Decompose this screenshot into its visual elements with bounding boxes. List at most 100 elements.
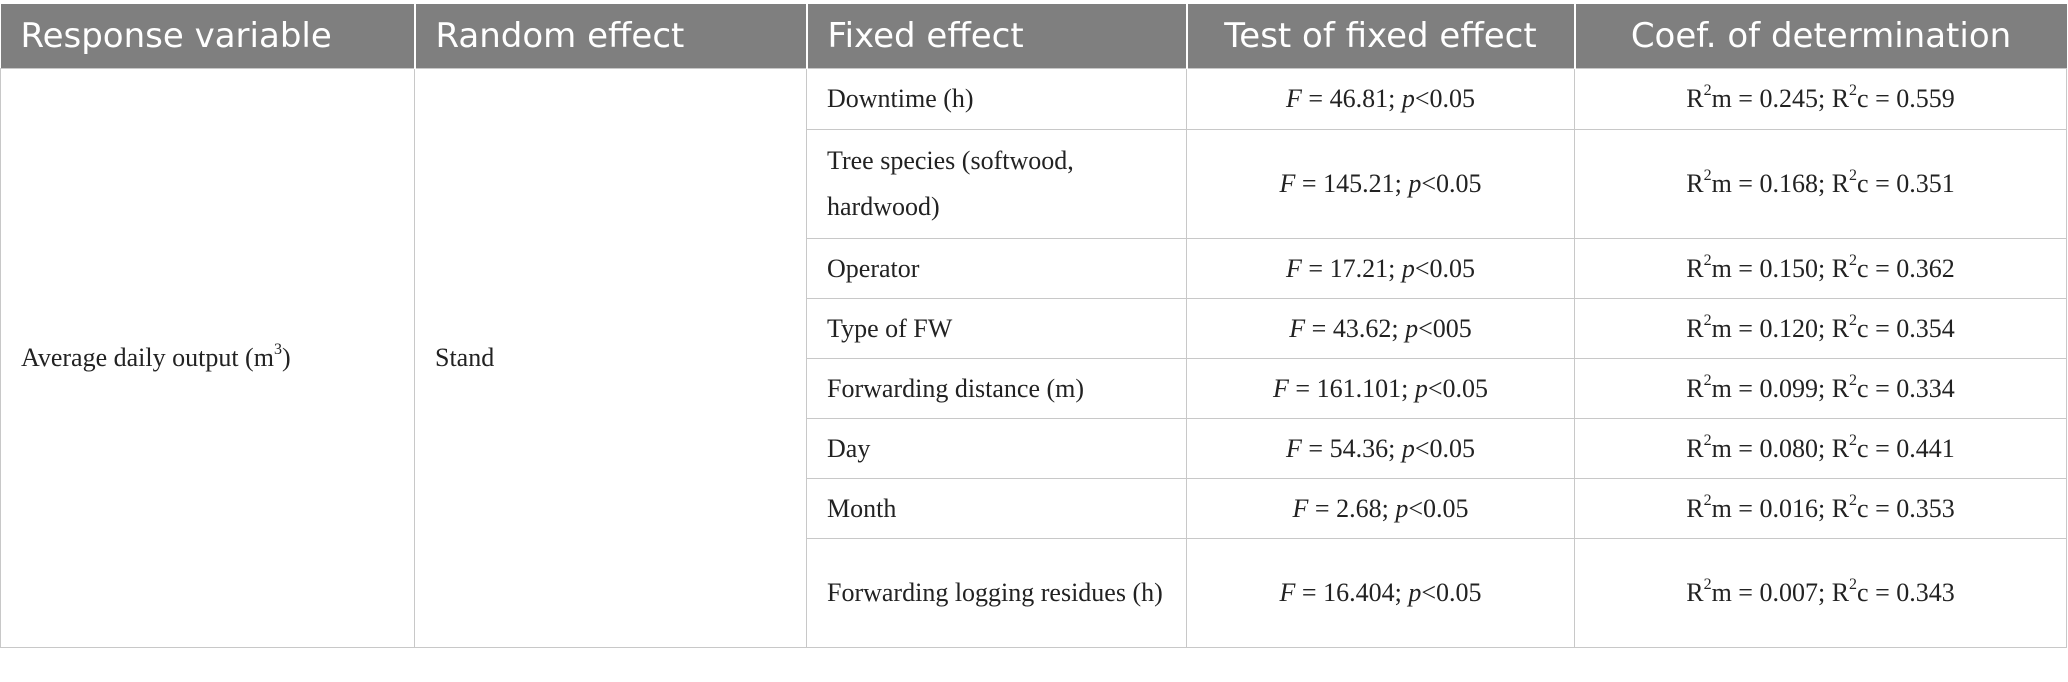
cell-test-of-fixed-effect: F = 17.21; p<0.05: [1186, 238, 1575, 299]
f-symbol: F: [1292, 493, 1309, 523]
r-superscript: 2: [1849, 251, 1858, 269]
separator: ;: [1394, 578, 1409, 607]
f-symbol: F: [1289, 313, 1306, 343]
separator: ;: [1391, 313, 1406, 343]
separator: ;: [1401, 373, 1415, 403]
response-variable-superscript: 3: [273, 341, 282, 359]
r2m-value: 0.120: [1759, 313, 1818, 343]
r-superscript: 2: [1703, 311, 1712, 329]
p-symbol: p: [1408, 578, 1422, 607]
cell-coef-of-determination: R2m = 0.168; R2c = 0.351: [1574, 129, 2067, 239]
f-symbol: F: [1279, 578, 1296, 607]
results-table: Response variable Random effect Fixed ef…: [0, 4, 2067, 648]
r-superscript: 2: [1703, 371, 1712, 389]
r-superscript: 2: [1703, 251, 1712, 269]
r2c-value: 0.354: [1896, 313, 1955, 343]
cell-fixed-effect: Downtime (h): [806, 68, 1187, 130]
r2c-label: c =: [1857, 578, 1897, 607]
r2c-value: 0.559: [1896, 84, 1955, 113]
separator: ;: [1817, 578, 1832, 607]
cell-coef-of-determination: R2m = 0.099; R2c = 0.334: [1574, 358, 2067, 419]
separator: ;: [1817, 84, 1832, 113]
f-equals: =: [1305, 313, 1333, 343]
p-symbol: p: [1401, 253, 1415, 283]
f-equals: =: [1301, 433, 1330, 463]
r-superscript: 2: [1849, 311, 1858, 329]
table-header: Response variable Random effect Fixed ef…: [0, 4, 2067, 69]
table-row: Day F = 54.36; p<0.05 R2m = 0.080; R2c = 0…: [1, 418, 2067, 479]
separator: ;: [1817, 493, 1832, 523]
cell-test-of-fixed-effect: F = 2.68; p<0.05: [1186, 478, 1575, 539]
cell-test-of-fixed-effect: F = 145.21; p<0.05: [1186, 129, 1575, 239]
f-equals: =: [1288, 373, 1317, 403]
separator: ;: [1817, 433, 1832, 463]
r2m-label: m =: [1711, 493, 1760, 523]
response-variable-close: ): [281, 343, 291, 372]
r-symbol: R: [1686, 433, 1704, 463]
r-superscript: 2: [1849, 576, 1858, 594]
r2c-value: 0.362: [1896, 253, 1955, 283]
f-equals: =: [1301, 253, 1330, 283]
p-value: <005: [1418, 313, 1472, 343]
cell-fixed-effect: Forwarding distance (m): [806, 358, 1187, 419]
r-symbol: R: [1831, 313, 1850, 343]
r2m-label: m =: [1711, 313, 1760, 343]
cell-test-of-fixed-effect: F = 43.62; p<005: [1186, 298, 1575, 359]
f-value: 145.21: [1323, 169, 1395, 198]
p-value: <0.05: [1414, 84, 1475, 113]
cell-response-variable: Average daily output (m3): [0, 68, 415, 648]
r2c-label: c =: [1857, 169, 1897, 198]
r-superscript: 2: [1703, 82, 1712, 100]
p-value: <0.05: [1421, 169, 1482, 198]
r-symbol: R: [1831, 493, 1850, 523]
separator: ;: [1817, 373, 1832, 403]
r2c-value: 0.441: [1896, 433, 1955, 463]
cell-random-effect: Stand: [414, 68, 807, 648]
cell-fixed-effect: Type of FW: [806, 298, 1187, 359]
p-symbol: p: [1414, 373, 1428, 403]
separator: ;: [1817, 313, 1832, 343]
r2m-value: 0.007: [1759, 578, 1818, 607]
p-value: <0.05: [1427, 373, 1488, 403]
r-superscript: 2: [1703, 491, 1712, 509]
r2c-value: 0.334: [1896, 373, 1955, 403]
table-row: Month F = 2.68; p<0.05 R2m = 0.016; R2c = …: [1, 478, 2067, 539]
separator: ;: [1817, 253, 1832, 283]
table-row: Forwarding logging residues (h) F = 16.40…: [1, 538, 2067, 648]
r2c-label: c =: [1857, 373, 1897, 403]
r-symbol: R: [1831, 433, 1850, 463]
r2c-label: c =: [1857, 84, 1897, 113]
f-symbol: F: [1273, 373, 1289, 403]
f-equals: =: [1308, 493, 1337, 523]
table-row: Type of FW F = 43.62; p<005 R2m = 0.120; R…: [1, 298, 2067, 359]
r-symbol: R: [1831, 578, 1850, 607]
cell-fixed-effect: Day: [806, 418, 1187, 479]
r2m-label: m =: [1711, 84, 1760, 113]
f-equals: =: [1295, 169, 1324, 198]
header-response-variable: Response variable: [0, 4, 415, 69]
r-superscript: 2: [1849, 167, 1858, 185]
r-symbol: R: [1686, 169, 1704, 198]
p-symbol: p: [1405, 313, 1419, 343]
r-symbol: R: [1686, 253, 1704, 283]
f-value: 16.404: [1323, 578, 1395, 607]
f-value: 46.81: [1329, 84, 1389, 113]
r2m-value: 0.016: [1759, 493, 1818, 523]
r2m-value: 0.168: [1759, 169, 1818, 198]
cell-test-of-fixed-effect: F = 54.36; p<0.05: [1186, 418, 1575, 479]
header-fixed-effect: Fixed effect: [805, 4, 1187, 69]
r-superscript: 2: [1849, 82, 1858, 100]
r2c-label: c =: [1857, 253, 1897, 283]
r-superscript: 2: [1849, 371, 1858, 389]
cell-coef-of-determination: R2m = 0.120; R2c = 0.354: [1574, 298, 2067, 359]
cell-fixed-effect: Operator: [806, 238, 1187, 299]
r-superscript: 2: [1849, 431, 1858, 449]
separator: ;: [1388, 433, 1402, 463]
r-symbol: R: [1686, 313, 1704, 343]
f-value: 2.68: [1336, 493, 1382, 523]
separator: ;: [1388, 253, 1402, 283]
cell-coef-of-determination: R2m = 0.245; R2c = 0.559: [1574, 68, 2067, 130]
r-symbol: R: [1831, 84, 1850, 113]
r-symbol: R: [1686, 578, 1704, 607]
r-symbol: R: [1686, 493, 1704, 523]
